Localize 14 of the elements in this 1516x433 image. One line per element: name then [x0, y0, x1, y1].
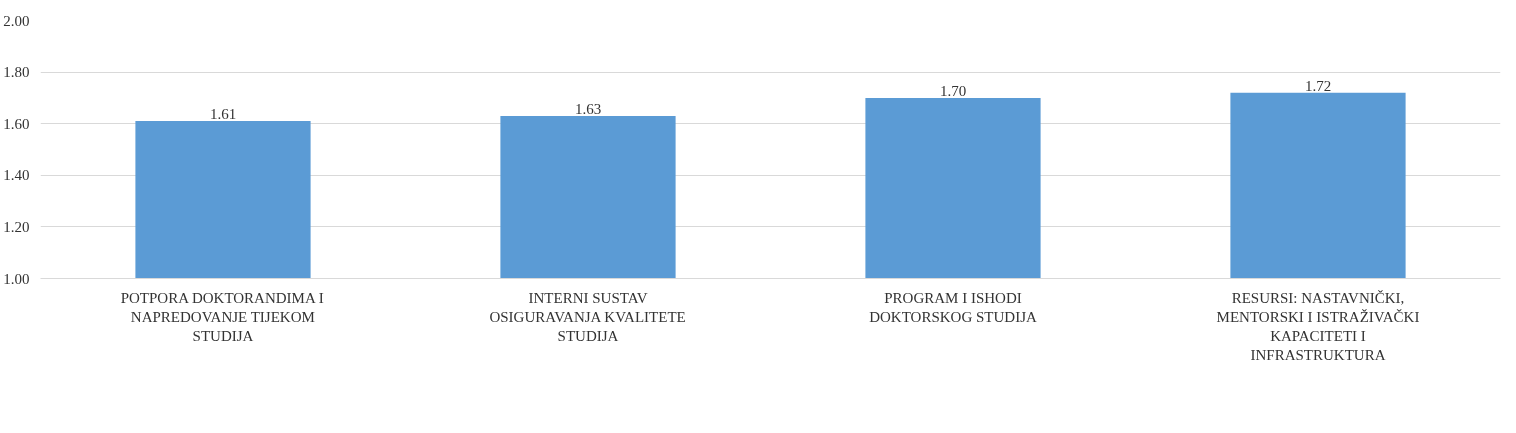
- data-label: 1.72: [1304, 77, 1332, 94]
- y-tick-label: 1.80: [3, 64, 30, 81]
- y-tick-label: 2.00: [3, 12, 30, 29]
- y-tick-label: 1.00: [3, 270, 30, 287]
- x-tick-label: PROGRAM I ISHODI DOKTORSKOG STUDIJA: [869, 289, 1037, 325]
- y-tick-label: 1.40: [3, 167, 30, 184]
- data-label: 1.63: [574, 100, 602, 117]
- y-tick-label: 1.60: [3, 115, 30, 132]
- y-tick-label: 1.20: [3, 218, 30, 235]
- x-tick-label: RESURSI: NASTAVNIČKI, MENTORSKI I ISTRAŽIVAČKI KAPACITETI I INFRASTRUKTURA: [1216, 289, 1420, 364]
- data-label: 1.61: [209, 106, 237, 123]
- x-tick-label: INTERNI SUSTAV OSIGURAVANJA KVALITETE STUDIJA: [489, 289, 686, 344]
- data-label: 1.70: [939, 82, 967, 99]
- x-tick-label: POTPORA DOKTORANDIMA I NAPREDOVANJE TIJEKOM STUDIJA: [120, 289, 324, 344]
